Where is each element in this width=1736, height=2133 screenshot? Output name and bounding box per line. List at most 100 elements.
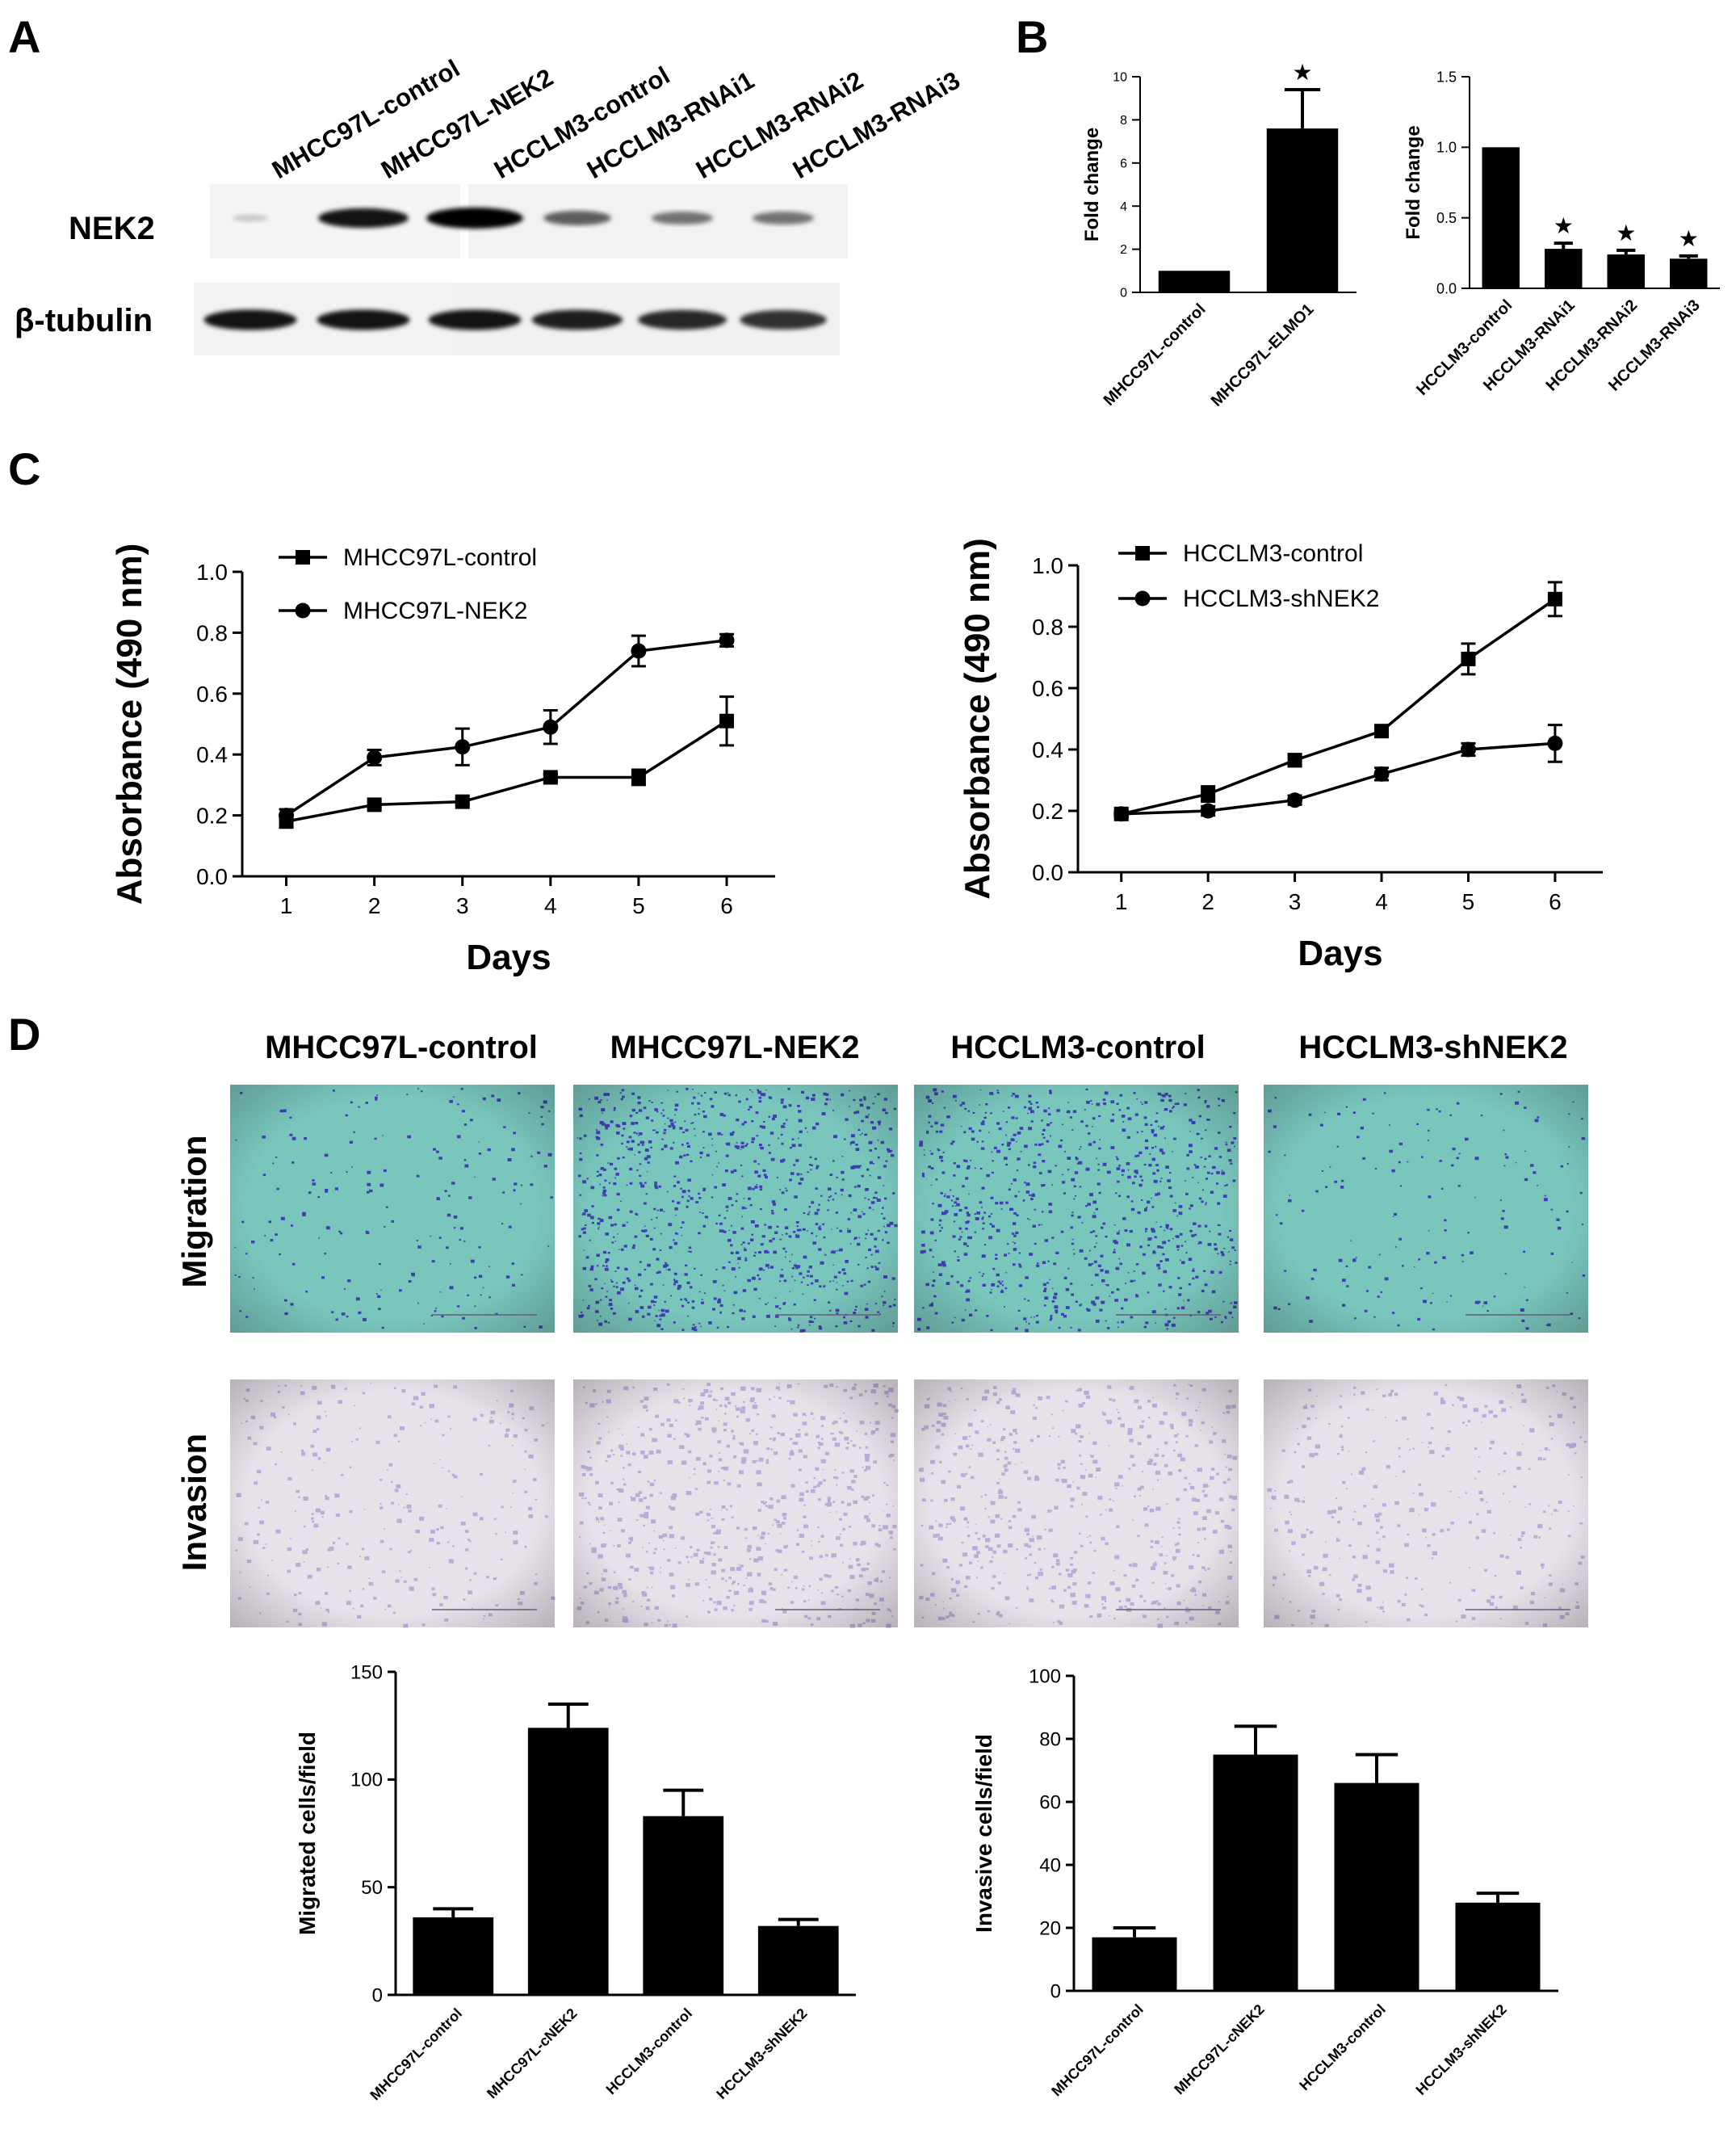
data-point-circle xyxy=(455,739,471,755)
data-point-circle xyxy=(279,808,295,824)
micrograph-vignette xyxy=(914,1379,1239,1627)
x-tick-label: 3 xyxy=(456,893,469,918)
band-nek2-3 xyxy=(426,208,523,229)
y-tick-label: 1.0 xyxy=(1032,553,1063,578)
data-point-square xyxy=(455,794,470,809)
chart-c1-absorbance-mhcc97l: 0.0 0.2 0.4 0.6 0.8 1.0 1 2 3 4 5 6 Days Absorbance (… xyxy=(110,544,775,977)
bar xyxy=(1092,1937,1177,1991)
legend-marker-circle xyxy=(1134,590,1151,607)
data-point-circle xyxy=(367,749,383,766)
bar xyxy=(1213,1754,1298,1991)
band-tubulin-4 xyxy=(531,309,623,330)
x-category-label: MHCC97L-control xyxy=(1101,300,1210,409)
y-tick-label: 100 xyxy=(1029,1665,1061,1687)
invasion-micrograph-1 xyxy=(230,1379,556,1628)
y-tick-label: 0 xyxy=(372,1984,383,2006)
micrograph-vignette xyxy=(230,1085,555,1333)
migration-micrograph-4 xyxy=(1264,1085,1588,1333)
legend-label: HCCLM3-control xyxy=(1183,540,1363,567)
data-point-square xyxy=(1374,724,1390,739)
series-line-2 xyxy=(1121,741,1556,816)
bar xyxy=(643,1816,724,1995)
x-tick-label: 1 xyxy=(1115,889,1128,914)
x-category-label: HCCLM3-shNEK2 xyxy=(1413,2001,1510,2098)
y-tick-label: 2 xyxy=(1120,243,1127,257)
x-tick-label: 2 xyxy=(1201,889,1214,914)
panel-letter-c: C xyxy=(8,443,40,494)
data-point-circle xyxy=(1547,735,1563,751)
legend-marker-circle xyxy=(295,603,311,619)
band-tubulin-6 xyxy=(740,310,827,330)
y-tick-label: 0.6 xyxy=(196,682,228,707)
data-point-square xyxy=(1461,651,1476,666)
y-tick-label: 150 xyxy=(350,1661,383,1683)
bar xyxy=(527,1728,609,1995)
y-tick-label: 20 xyxy=(1039,1917,1061,1939)
panel-letter-b: B xyxy=(1016,11,1048,62)
y-tick-label: 0.6 xyxy=(1032,676,1063,701)
y-tick-label: 0.4 xyxy=(1032,737,1063,762)
y-tick-label: 0.8 xyxy=(196,620,228,645)
significance-star: ★ xyxy=(1679,225,1699,252)
x-tick-label: 4 xyxy=(1375,889,1388,914)
data-point-square xyxy=(543,770,558,785)
y-axis-title: Absorbance (490 nm) xyxy=(958,538,997,899)
micrograph-vignette xyxy=(1264,1085,1588,1333)
data-point-square xyxy=(1201,787,1216,802)
legend-marker-square xyxy=(296,550,310,565)
col-title-4: HCCLM3-shNEK2 xyxy=(1298,1030,1567,1065)
legend-label: MHCC97L-control xyxy=(343,544,537,571)
band-tubulin-3 xyxy=(428,309,522,330)
bar xyxy=(1607,254,1645,288)
invasion-micrograph-3 xyxy=(914,1379,1239,1628)
data-point-circle xyxy=(719,632,735,649)
data-point-circle xyxy=(1287,792,1303,808)
chart-b1-fold-change-mhcc97l: 0 2 4 6 8 10 Fold change MHCC97L-control ★ MHCC97… xyxy=(1081,59,1357,410)
y-tick-label: 8 xyxy=(1120,114,1127,128)
data-point-circle xyxy=(1113,806,1130,822)
data-point-square xyxy=(719,713,734,728)
significance-star: ★ xyxy=(1292,59,1312,86)
y-tick-label: 0.2 xyxy=(1032,799,1063,824)
band-tubulin-5 xyxy=(638,309,727,330)
legend-label: MHCC97L-NEK2 xyxy=(343,598,527,624)
invasion-micrograph-2 xyxy=(573,1379,899,1628)
band-nek2-2 xyxy=(318,208,409,229)
micrograph-grid: MHCC97L-control MHCC97L-NEK2 HCCLM3-cont… xyxy=(175,1030,1588,1628)
x-axis-title: Days xyxy=(466,938,551,977)
chart-d1-migrated-cells: 0 50 100 150 Migrated cells/field MHCC97L-con… xyxy=(295,1661,856,2103)
micrograph-tiles xyxy=(230,1085,1588,1628)
bar xyxy=(1266,128,1339,292)
series-line-1 xyxy=(1121,598,1556,816)
y-tick-label: 1.0 xyxy=(196,560,228,585)
x-category-label: HCCLM3-shNEK2 xyxy=(713,2005,810,2102)
x-tick-label: 3 xyxy=(1289,889,1302,914)
x-tick-label: 6 xyxy=(1549,889,1562,914)
col-title-2: MHCC97L-NEK2 xyxy=(610,1030,860,1065)
y-tick-label: 0 xyxy=(1050,1980,1061,2002)
data-point-square xyxy=(1547,591,1562,607)
y-tick-label: 100 xyxy=(350,1770,383,1791)
y-tick-label: 0.0 xyxy=(1436,280,1457,296)
data-point-circle xyxy=(1373,766,1390,782)
x-category-label: HCCLM3-control xyxy=(603,2005,696,2098)
micrograph-vignette xyxy=(573,1379,898,1627)
row-title-invasion: Invasion xyxy=(175,1434,213,1571)
row-title-migration: Migration xyxy=(175,1136,213,1288)
legend-label: HCCLM3-shNEK2 xyxy=(1183,586,1379,612)
y-tick-label: 1.0 xyxy=(1436,140,1457,156)
y-tick-label: 50 xyxy=(361,1877,383,1899)
lane-label-6: HCCLM3-RNAi3 xyxy=(788,66,965,185)
y-axis-title: Migrated cells/field xyxy=(295,1732,320,1935)
y-tick-label: 4 xyxy=(1120,200,1127,214)
series-line-2 xyxy=(285,639,728,817)
x-tick-label: 5 xyxy=(632,893,645,918)
x-tick-label: 4 xyxy=(544,893,557,918)
y-tick-label: 0.2 xyxy=(196,804,228,829)
data-point-square xyxy=(367,797,382,812)
significance-star: ★ xyxy=(1554,212,1574,239)
migration-micrograph-3 xyxy=(914,1085,1239,1333)
row-label-tubulin: β-tubulin xyxy=(15,303,153,338)
lane-label-1: MHCC97L-control xyxy=(267,54,464,184)
